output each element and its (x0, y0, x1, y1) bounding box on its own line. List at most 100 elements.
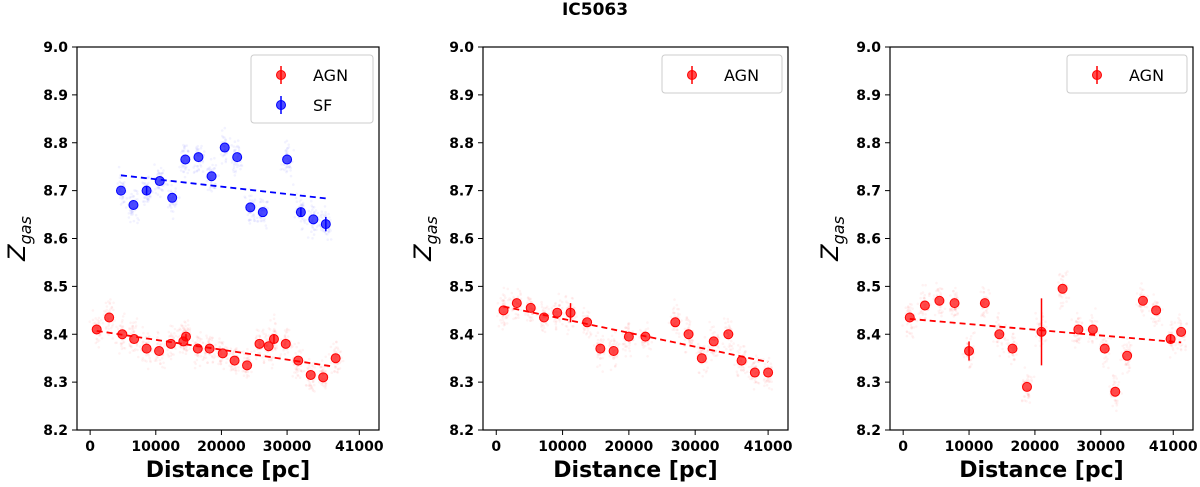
cloud-dot (247, 219, 251, 222)
cloud-dot (222, 367, 226, 371)
cloud-dot (293, 216, 297, 219)
cloud-dot (1095, 337, 1098, 340)
cloud-dot (1115, 401, 1119, 405)
cloud-dot (142, 331, 145, 335)
cloud-dot (118, 324, 122, 328)
cloud-dot (330, 371, 334, 375)
cloud-dot (157, 186, 161, 189)
cloud-dot (571, 297, 574, 300)
cloud-dot (173, 205, 177, 208)
cloud-dot (596, 365, 599, 369)
cloud-dot (717, 336, 721, 340)
cloud-dot (180, 346, 183, 349)
cloud-dot (199, 163, 202, 167)
cloud-dot (514, 316, 517, 320)
cloud-dot (1185, 322, 1188, 326)
cloud-dot (627, 347, 631, 350)
cloud-dot (98, 334, 102, 337)
cloud-dot (941, 310, 944, 314)
cloud-dot (334, 346, 338, 349)
cloud-dot (1073, 339, 1076, 343)
cloud-dot (589, 332, 593, 336)
cloud-dot (1010, 362, 1013, 366)
cloud-dot (196, 335, 200, 339)
cloud-dot (324, 384, 328, 388)
cloud-dot (581, 314, 585, 318)
cloud-dot (948, 309, 952, 313)
legend-marker (687, 70, 697, 80)
cloud-dot (178, 334, 182, 338)
cloud-dot (187, 150, 190, 153)
cloud-dot (97, 316, 101, 320)
cloud-dot (936, 288, 939, 291)
cloud-dot (1077, 337, 1080, 340)
cloud-dot (319, 366, 322, 369)
cloud-dot (1153, 321, 1157, 324)
cloud-dot (596, 355, 599, 359)
cloud-dot (258, 334, 262, 338)
cloud-dot (329, 229, 332, 232)
cloud-dot (232, 351, 235, 354)
cloud-dot (141, 359, 144, 362)
cloud-dot (519, 293, 522, 297)
data-point-sf (320, 219, 331, 230)
y-tick-label: 8.9 (856, 88, 881, 104)
cloud-dot (308, 366, 312, 369)
cloud-dot (676, 314, 680, 318)
cloud-dot (725, 347, 728, 351)
cloud-dot (1021, 378, 1025, 382)
cloud-dot (756, 381, 760, 385)
cloud-dot (766, 359, 769, 363)
cloud-dot (105, 308, 108, 312)
cloud-dot (234, 163, 238, 166)
cloud-dot (124, 206, 128, 209)
cloud-dot (954, 309, 958, 313)
cloud-dot (224, 157, 228, 161)
cloud-dot (211, 336, 214, 340)
cloud-dot (258, 335, 262, 339)
data-point-agn (192, 343, 203, 354)
cloud-dot (253, 219, 256, 223)
cloud-dot (312, 380, 315, 383)
cloud-dot (735, 370, 739, 374)
cloud-dot (315, 228, 318, 232)
cloud-dot (186, 327, 189, 330)
data-point-agn (1110, 386, 1121, 397)
cloud-dot (267, 334, 271, 337)
cloud-dot (201, 341, 205, 345)
cloud-dot (716, 344, 720, 348)
cloud-dot (245, 357, 248, 360)
cloud-dot (608, 341, 611, 345)
cloud-dot (191, 339, 194, 343)
cloud-dot (608, 343, 612, 346)
cloud-dot (208, 186, 212, 190)
cloud-dot (201, 358, 205, 362)
cloud-dot (327, 230, 330, 234)
cloud-dot (130, 213, 133, 216)
x-tick-label: 41000 (335, 439, 384, 455)
cloud-dot (160, 356, 164, 360)
cloud-dot (185, 345, 188, 349)
cloud-dot (176, 329, 179, 333)
cloud-dot (997, 323, 1000, 327)
cloud-dot (939, 308, 942, 312)
cloud-dot (128, 196, 132, 199)
cloud-dot (610, 339, 613, 342)
cloud-dot (262, 361, 266, 365)
cloud-dot (273, 313, 276, 317)
cloud-dot (528, 298, 532, 301)
cloud-dot (97, 334, 101, 337)
data-point-sf (193, 152, 204, 163)
cloud-dot (159, 362, 162, 365)
cloud-dot (130, 192, 133, 196)
data-point-agn (708, 336, 719, 347)
data-point-agn (263, 341, 274, 352)
cloud-dot (503, 302, 507, 305)
cloud-dot (306, 367, 310, 371)
cloud-dot (120, 345, 123, 348)
cloud-dot (300, 228, 304, 231)
cloud-dot (171, 202, 175, 206)
cloud-dot (1077, 341, 1081, 345)
cloud-dot (334, 350, 337, 354)
cloud-dot (262, 200, 265, 203)
